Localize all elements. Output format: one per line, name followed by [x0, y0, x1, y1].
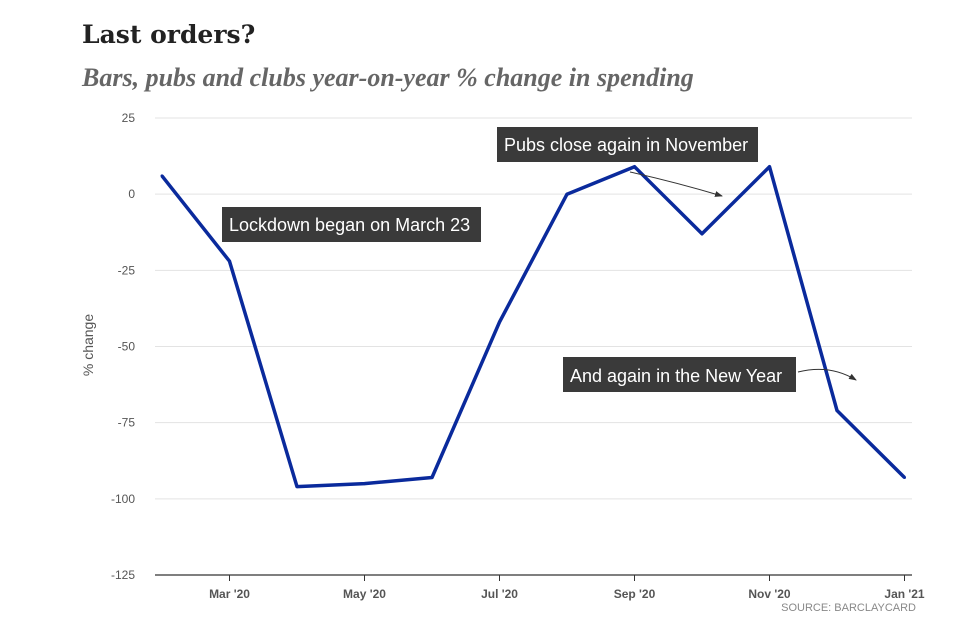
chart-subtitle: Bars, pubs and clubs year-on-year % chan… — [82, 63, 694, 92]
y-tick-label: 0 — [128, 187, 135, 201]
x-axis: Mar '20 May '20 Jul '20 Sep '20 Nov '20 Jan '… — [155, 574, 925, 601]
y-tick-label: -100 — [111, 492, 135, 506]
annotation-new-year-text: And again in the New Year — [570, 366, 782, 386]
data-point — [498, 320, 501, 324]
y-tick-label: 25 — [122, 111, 136, 125]
y-tick-label: -50 — [118, 340, 136, 354]
series-line — [160, 164, 906, 489]
data-point — [633, 165, 636, 169]
data-point — [565, 192, 569, 196]
annotation-new-year: And again in the New Year — [563, 357, 857, 392]
chart-title: Last orders? — [82, 20, 256, 49]
series — [160, 164, 906, 489]
annotation-november-text: Pubs close again in November — [504, 135, 748, 155]
data-point — [228, 259, 231, 263]
annotation-new-year-box — [563, 357, 796, 392]
y-axis-label: % change — [80, 314, 96, 376]
y-axis: 25 0 -25 -50 -75 -100 -125 — [111, 111, 135, 582]
annotation-lockdown-box — [222, 207, 481, 242]
data-point — [903, 476, 906, 480]
annotation-november-box — [497, 127, 758, 162]
data-point — [430, 476, 434, 480]
annotation-new-year-arrow — [797, 368, 857, 381]
source-note: SOURCE: BARCLAYCARD — [781, 602, 916, 614]
data-point — [835, 408, 839, 412]
data-point — [768, 165, 771, 169]
data-point — [295, 485, 299, 489]
data-point — [700, 232, 704, 236]
annotation-lockdown-text: Lockdown began on March 23 — [229, 215, 470, 235]
x-tick-label: Jul '20 — [481, 587, 518, 601]
annotation-november: Pubs close again in November — [497, 127, 758, 197]
x-tick-label: Jan '21 — [884, 587, 925, 601]
x-tick-label: Mar '20 — [209, 587, 250, 601]
y-tick-label: -125 — [111, 568, 135, 582]
data-points — [160, 165, 906, 489]
annotation-lockdown: Lockdown began on March 23 — [222, 207, 481, 242]
gridlines — [155, 117, 912, 500]
y-tick-label: -75 — [118, 416, 136, 430]
x-tick-label: May '20 — [343, 587, 386, 601]
y-tick-label: -25 — [118, 263, 136, 277]
data-point — [363, 482, 366, 486]
data-point — [160, 174, 164, 178]
x-tick-label: Nov '20 — [748, 587, 791, 601]
x-tick-label: Sep '20 — [614, 587, 656, 601]
annotation-november-arrow — [629, 171, 723, 197]
